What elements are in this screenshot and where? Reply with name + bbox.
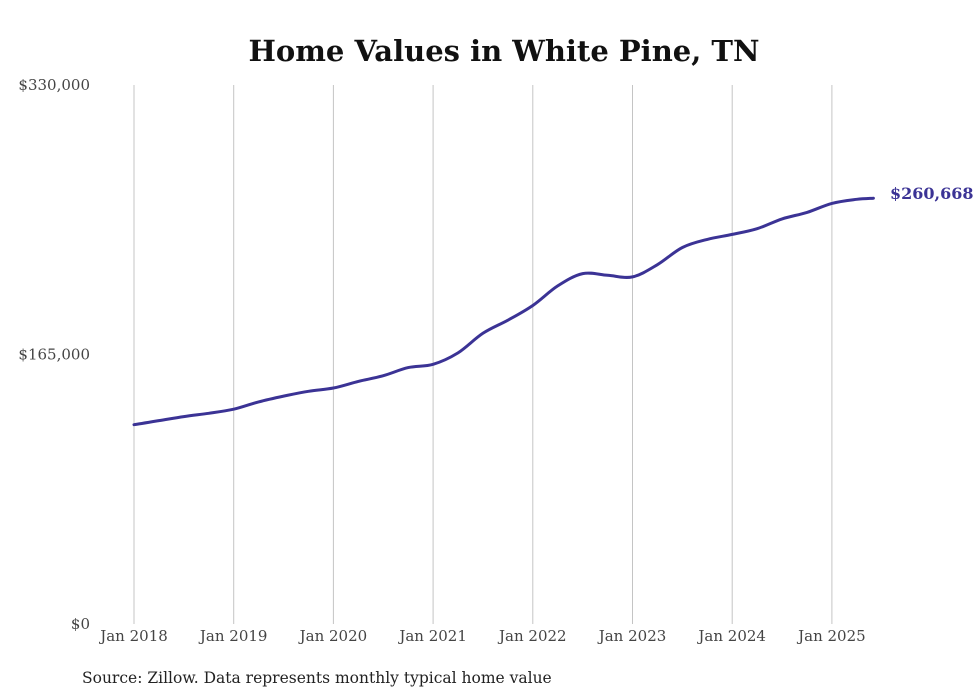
y-tick-label: $0 — [71, 615, 90, 633]
x-tick-label: Jan 2025 — [796, 627, 866, 645]
x-tick-label: Jan 2023 — [597, 627, 667, 645]
source-note: Source: Zillow. Data represents monthly … — [82, 669, 552, 687]
y-tick-label: $330,000 — [18, 76, 90, 94]
x-tick-label: Jan 2020 — [298, 627, 368, 645]
y-axis-ticks: $0 $165,000 $330,000 — [18, 76, 90, 633]
x-tick-label: Jan 2021 — [397, 627, 467, 645]
latest-value-label: $260,668 — [890, 184, 974, 203]
y-tick-label: $165,000 — [18, 346, 90, 364]
x-tick-label: Jan 2024 — [696, 627, 766, 645]
x-tick-label: Jan 2022 — [497, 627, 567, 645]
x-tick-label: Jan 2018 — [98, 627, 168, 645]
x-tick-label: Jan 2019 — [198, 627, 268, 645]
gridlines — [133, 85, 833, 624]
chart-title: Home Values in White Pine, TN — [248, 34, 759, 68]
x-axis-ticks: Jan 2018 Jan 2019 Jan 2020 Jan 2021 Jan 2022… — [98, 627, 865, 645]
home-value-series-line — [132, 196, 875, 427]
